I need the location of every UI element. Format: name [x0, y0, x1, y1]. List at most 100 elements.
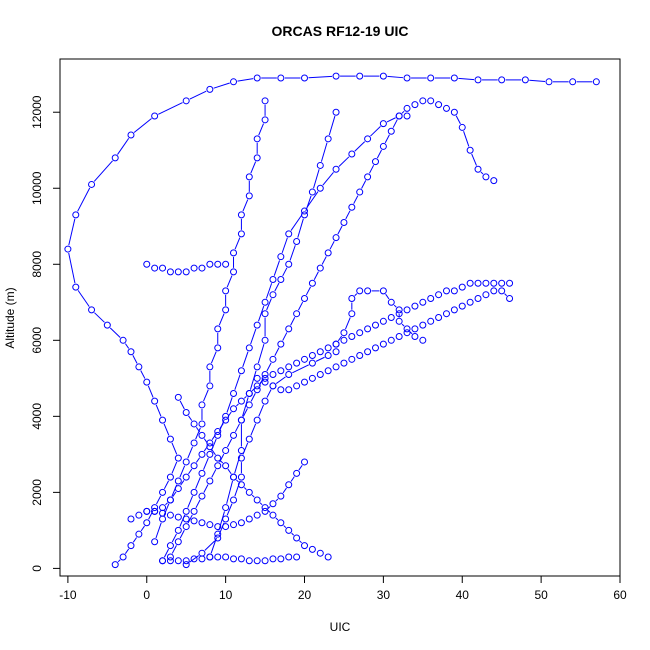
- data-point: [222, 260, 230, 268]
- data-point: [190, 462, 198, 470]
- data-point: [387, 298, 395, 306]
- series-line-segment: [329, 240, 335, 250]
- y-tick-label: 12000: [30, 95, 44, 129]
- data-point: [119, 336, 127, 344]
- data-point: [348, 310, 356, 318]
- series-line-segment: [195, 426, 201, 433]
- series-line-segment: [345, 210, 351, 220]
- data-point: [72, 283, 80, 291]
- data-point: [159, 557, 167, 565]
- data-point: [245, 515, 253, 523]
- series-line-segment: [179, 465, 186, 478]
- data-point: [111, 154, 119, 162]
- data-point: [230, 496, 238, 504]
- series-line-segment: [226, 503, 233, 516]
- series-line-segment: [322, 172, 334, 186]
- data-point: [261, 557, 269, 565]
- series-line-segment: [68, 218, 76, 246]
- data-point: [277, 74, 285, 82]
- data-point: [174, 393, 182, 401]
- series-line-segment: [369, 164, 375, 174]
- data-point: [269, 275, 277, 283]
- series-line-segment: [187, 514, 193, 524]
- series-line-segment: [220, 460, 224, 464]
- series-line-segment: [273, 260, 281, 276]
- series-line-segment: [203, 457, 209, 470]
- series: [64, 72, 600, 569]
- y-tick-label: 8000: [30, 251, 44, 278]
- data-point: [261, 310, 269, 318]
- data-point: [316, 184, 324, 192]
- data-point: [435, 291, 443, 299]
- data-point: [387, 336, 395, 344]
- series-line-segment: [172, 491, 177, 497]
- series-line-segment: [275, 376, 286, 384]
- data-point: [198, 450, 206, 458]
- series-line-segment: [370, 126, 381, 137]
- data-point: [308, 279, 316, 287]
- series-line-segment: [292, 364, 310, 374]
- series-line-segment: [308, 75, 333, 79]
- series-line-segment: [213, 82, 230, 89]
- data-point: [151, 507, 159, 515]
- data-point: [151, 397, 159, 405]
- series-line-segment: [155, 404, 162, 417]
- data-point: [245, 173, 253, 181]
- data-point: [395, 306, 403, 314]
- data-point: [174, 538, 182, 546]
- data-point: [198, 431, 206, 439]
- data-point: [159, 416, 167, 424]
- series-line-segment: [187, 446, 194, 459]
- data-point: [308, 359, 316, 367]
- data-point: [261, 116, 269, 124]
- data-point: [293, 534, 301, 542]
- data-point: [103, 321, 111, 329]
- data-point: [214, 260, 222, 268]
- data-point: [182, 409, 190, 417]
- plot-area: [64, 72, 600, 569]
- data-point: [348, 150, 356, 158]
- series-line-segment: [504, 293, 508, 297]
- data-point: [206, 85, 214, 93]
- series-line-segment: [140, 370, 146, 379]
- data-point: [222, 416, 230, 424]
- data-point: [450, 287, 458, 295]
- data-point: [301, 378, 309, 386]
- data-point: [127, 131, 135, 139]
- series-line-segment: [267, 506, 271, 509]
- data-point: [301, 211, 309, 219]
- data-point: [206, 382, 214, 390]
- data-point: [379, 142, 387, 150]
- series: [253, 287, 514, 394]
- data-point: [332, 165, 340, 173]
- data-point: [222, 447, 230, 455]
- series-line-segment: [386, 117, 396, 123]
- data-point: [214, 462, 222, 470]
- data-point: [230, 521, 238, 529]
- data-point: [403, 74, 411, 82]
- data-point: [403, 112, 411, 120]
- data-point: [214, 523, 222, 531]
- data-point: [166, 268, 174, 276]
- series-line-segment: [227, 411, 232, 418]
- data-point: [340, 218, 348, 226]
- series-line-segment: [234, 480, 241, 497]
- data-point: [261, 97, 269, 105]
- y-tick-label: 4000: [30, 403, 44, 430]
- data-point: [151, 264, 159, 272]
- data-point: [324, 344, 332, 352]
- series-line-segment: [250, 328, 257, 345]
- series-line-segment: [93, 160, 113, 182]
- series-line-segment: [455, 115, 461, 125]
- data-point: [151, 538, 159, 546]
- series-line-segment: [158, 102, 183, 115]
- series-line-segment: [313, 271, 319, 280]
- data-point: [498, 279, 506, 287]
- data-point: [135, 363, 143, 371]
- data-point: [427, 74, 435, 82]
- data-point: [237, 519, 245, 527]
- data-point: [159, 515, 167, 523]
- series-line-segment: [321, 256, 327, 265]
- data-point: [88, 180, 96, 188]
